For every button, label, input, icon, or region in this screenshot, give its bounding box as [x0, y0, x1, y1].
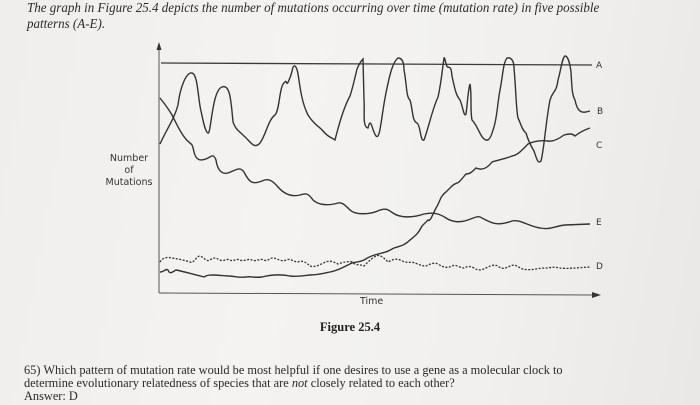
question-text-2a: determine evolutionary relatedness of sp…: [24, 375, 289, 390]
y-axis-label-line-1: Number: [109, 153, 149, 164]
question-number: 65): [24, 362, 41, 377]
y-axis-arrow-icon: [156, 42, 162, 50]
series-label-a: A: [596, 61, 603, 71]
series-d-line: [159, 254, 591, 271]
question-line-1: 65) Which pattern of mutation rate would…: [24, 363, 651, 376]
question-block: 65) Which pattern of mutation rate would…: [24, 363, 651, 402]
x-axis-arrow-icon: [592, 292, 601, 298]
series-c-line: [159, 127, 591, 278]
figure-caption: Figure 25.4: [319, 320, 381, 334]
y-axis-label-line-3: Mutations: [105, 177, 153, 188]
series-b-line: [159, 55, 591, 163]
series-e-line: [159, 97, 591, 230]
question-text-2b: closely related to each other?: [310, 375, 455, 390]
x-axis: [158, 292, 595, 296]
question-answer: Answer: D: [24, 388, 78, 403]
intro-line-1: The graph in Figure 25.4 depicts the num…: [27, 1, 600, 16]
question-line-2: determine evolutionary relatedness of sp…: [24, 376, 651, 389]
y-axis-label-line-2: of: [124, 165, 134, 176]
y-axis-label: Number of Mutations: [100, 153, 158, 189]
intro-line-2: patterns (A-E).: [27, 17, 106, 32]
series-a-line: [160, 62, 593, 66]
series-label-d: D: [596, 262, 603, 272]
series-label-b: B: [597, 107, 604, 117]
question-text-1: Which pattern of mutation rate would be …: [43, 362, 563, 377]
intro-text: The graph in Figure 25.4 depicts the num…: [27, 1, 622, 33]
x-axis-label: Time: [360, 296, 384, 307]
series-label-c: C: [596, 141, 603, 151]
series-label-e: E: [596, 218, 602, 228]
question-emphasis: not: [291, 375, 308, 390]
